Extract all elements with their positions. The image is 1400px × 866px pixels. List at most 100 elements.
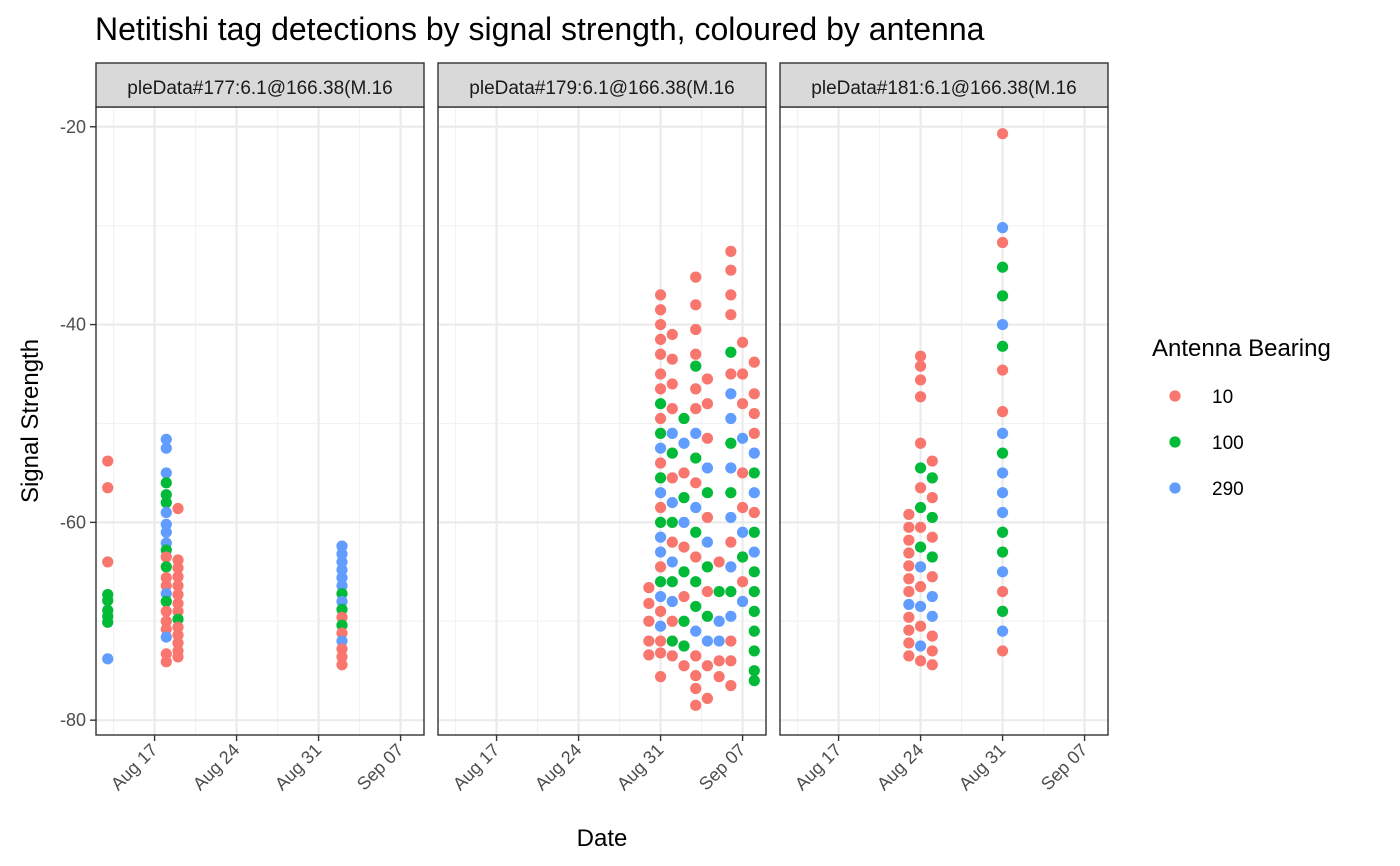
data-point <box>160 506 172 519</box>
data-point <box>654 647 667 659</box>
data-point <box>736 551 749 563</box>
data-point <box>654 546 667 558</box>
x-tick-label: Aug 17 <box>449 740 503 794</box>
legend-label: 10 <box>1212 387 1233 408</box>
data-point <box>654 398 667 410</box>
data-point <box>903 585 915 598</box>
data-point <box>690 682 702 695</box>
data-point <box>701 398 714 410</box>
data-point <box>701 432 714 444</box>
data-point <box>654 457 667 469</box>
data-point <box>713 655 725 667</box>
data-point <box>736 595 749 608</box>
data-point <box>336 572 348 584</box>
data-point <box>160 595 172 608</box>
data-point <box>996 625 1009 637</box>
data-point <box>996 290 1009 302</box>
data-point <box>102 455 114 467</box>
data-point <box>160 615 172 627</box>
data-point <box>690 323 702 336</box>
data-point <box>678 492 690 504</box>
panel-background <box>780 107 1108 735</box>
data-point <box>654 501 667 514</box>
data-point <box>914 360 927 372</box>
data-point <box>996 222 1009 234</box>
data-point <box>160 467 172 479</box>
data-point <box>172 651 184 663</box>
data-point <box>713 556 725 568</box>
data-point <box>690 271 702 283</box>
data-point <box>172 554 184 566</box>
data-point <box>654 516 667 528</box>
data-point <box>748 427 760 439</box>
data-point <box>713 635 725 647</box>
data-point <box>926 531 938 543</box>
data-point <box>996 261 1009 273</box>
data-point <box>701 487 714 499</box>
data-point <box>172 637 184 649</box>
facet-panel: pleData#177:6.1@166.38(M.16 Aug 17 Aug 24 A… <box>95 62 425 794</box>
data-point <box>903 547 915 559</box>
data-point <box>102 653 114 665</box>
data-point <box>713 671 725 683</box>
data-point <box>678 516 690 528</box>
data-point <box>996 447 1009 459</box>
data-point <box>903 521 915 533</box>
facet-strip-label: pleData#181:6.1@166.38(M.16 <box>811 78 1076 99</box>
gridlines <box>96 107 424 735</box>
data-point <box>160 496 172 509</box>
x-tick-label: Aug 24 <box>873 740 927 794</box>
x-tick-label: Aug 31 <box>955 740 1009 794</box>
data-point <box>914 437 927 449</box>
data-point <box>713 615 725 627</box>
data-point <box>903 637 915 649</box>
data-point <box>160 623 172 635</box>
data-point <box>690 526 702 538</box>
data-point <box>336 587 348 600</box>
data-point <box>666 536 678 548</box>
data-point <box>160 551 172 563</box>
data-point <box>914 462 927 474</box>
data-point <box>102 556 114 568</box>
data-point <box>160 587 172 600</box>
data-point <box>666 403 678 415</box>
data-point <box>725 309 737 321</box>
data-point <box>160 489 172 501</box>
data-point <box>903 534 915 546</box>
panel-background <box>438 107 766 735</box>
y-axis-title: Signal Strength <box>17 339 44 503</box>
data-point <box>748 605 760 617</box>
data-point <box>336 540 348 552</box>
data-point <box>160 580 172 592</box>
data-point <box>690 403 702 415</box>
data-point <box>736 501 749 514</box>
data-point <box>701 635 714 647</box>
data-point <box>654 472 667 484</box>
data-point <box>748 388 760 400</box>
data-point <box>748 625 760 637</box>
data-point <box>172 605 184 617</box>
data-point <box>725 561 737 573</box>
data-point <box>643 615 655 627</box>
data-point <box>690 383 702 395</box>
data-point <box>690 600 702 613</box>
data-point <box>102 594 114 607</box>
data-point <box>336 611 348 623</box>
data-point <box>996 605 1009 617</box>
data-point <box>666 378 678 390</box>
data-point <box>654 427 667 439</box>
facet-panels: pleData#177:6.1@166.38(M.16 Aug 17 Aug 24 A… <box>95 62 1109 794</box>
data-point <box>725 289 737 301</box>
data-point <box>690 477 702 489</box>
data-point <box>666 576 678 588</box>
data-point <box>725 536 737 548</box>
x-tick-label: Aug 24 <box>531 740 585 794</box>
data-points <box>903 128 1009 671</box>
data-point <box>996 236 1009 249</box>
data-point <box>701 462 714 474</box>
data-point <box>654 561 667 573</box>
chart-title: Netitishi tag detections by signal stren… <box>95 11 985 47</box>
data-point <box>160 656 172 668</box>
data-point <box>725 412 737 425</box>
data-point <box>336 643 348 655</box>
